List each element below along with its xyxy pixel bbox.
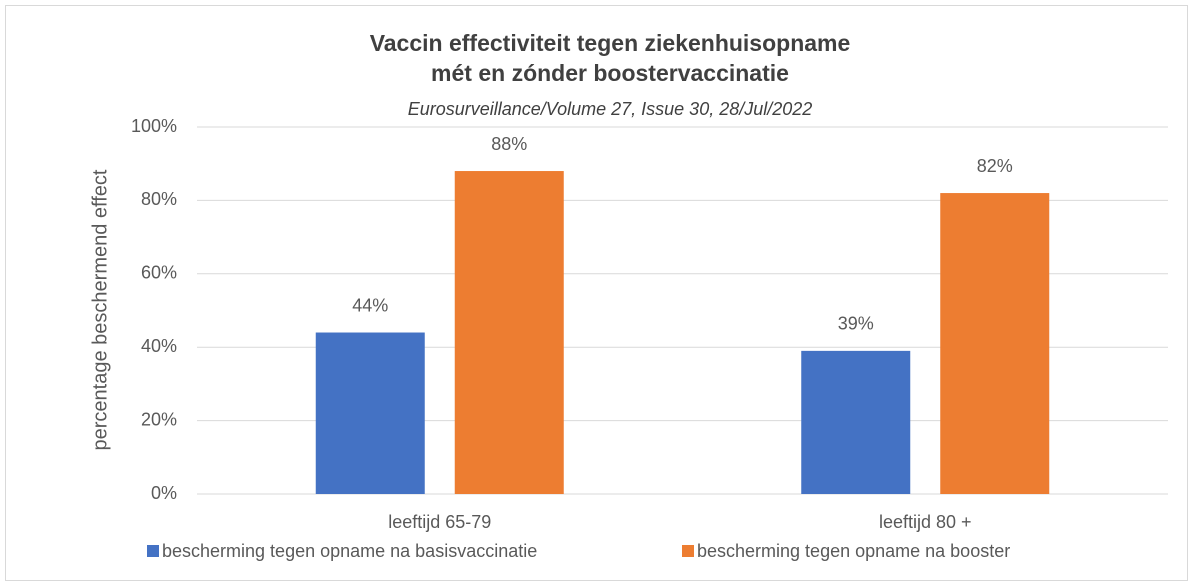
y-tick-label: 60%: [141, 263, 177, 283]
y-tick-label: 20%: [141, 409, 177, 429]
data-label: 39%: [838, 314, 874, 334]
legend-label: bescherming tegen opname na basisvaccina…: [162, 541, 537, 561]
chart-subtitle: Eurosurveillance/Volume 27, Issue 30, 28…: [408, 99, 813, 119]
legend-swatch: [682, 545, 694, 557]
y-axis-label: percentage beschermend effect: [89, 169, 111, 450]
data-label: 82%: [977, 156, 1013, 176]
data-label: 88%: [491, 134, 527, 154]
bar: [801, 350, 911, 494]
chart-title: mét en zónder boostervaccinatie: [431, 60, 789, 86]
bar: [454, 171, 564, 495]
x-tick-label: leeftijd 80 +: [879, 512, 972, 532]
legend-swatch: [147, 545, 159, 557]
bar: [315, 332, 425, 494]
x-tick-label: leeftijd 65-79: [388, 512, 491, 532]
y-tick-label: 40%: [141, 336, 177, 356]
data-label: 44%: [352, 295, 388, 315]
y-tick-label: 80%: [141, 189, 177, 209]
bar: [940, 193, 1050, 494]
y-tick-label: 100%: [131, 116, 177, 136]
legend-label: bescherming tegen opname na booster: [697, 541, 1010, 561]
y-tick-label: 0%: [151, 483, 177, 503]
chart-title: Vaccin effectiviteit tegen ziekenhuisopn…: [370, 30, 851, 56]
